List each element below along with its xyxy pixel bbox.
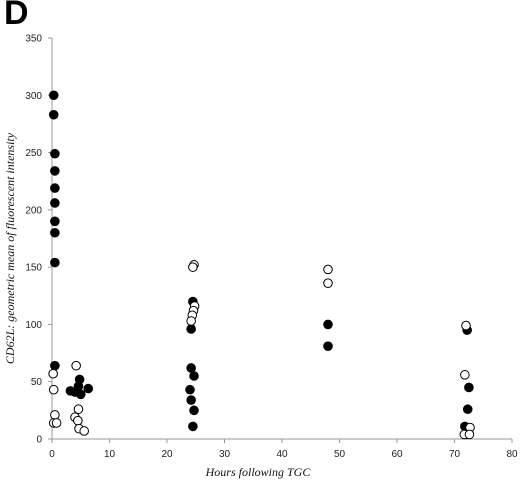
filled-data-point xyxy=(189,405,199,416)
open-data-point xyxy=(73,404,84,415)
y-tick-label: 0 xyxy=(36,435,42,446)
x-tick-label: 40 xyxy=(276,449,288,460)
filled-data-point xyxy=(48,109,59,120)
filled-data-point xyxy=(188,421,198,432)
x-axis-title: Hours following TGC xyxy=(205,465,312,479)
filled-data-point xyxy=(186,395,196,405)
filled-data-point xyxy=(464,382,474,393)
data-points xyxy=(48,90,475,440)
filled-data-point xyxy=(74,374,85,385)
filled-data-point xyxy=(50,360,60,371)
filled-data-point xyxy=(462,404,473,415)
x-tick-label: 70 xyxy=(449,449,461,460)
open-data-point xyxy=(188,262,198,272)
y-tick-label: 100 xyxy=(25,320,42,331)
ticks: 0 50 100 150 200 250 300 350 0 10 20 30 40 50 60 70 80 xyxy=(25,34,518,461)
filled-data-point xyxy=(50,198,60,208)
x-tick-label: 20 xyxy=(161,449,173,460)
y-axis-title: CD62L: geometric mean of fluorescent int… xyxy=(3,132,17,364)
open-data-point xyxy=(50,410,60,420)
y-tick-label: 350 xyxy=(25,34,42,45)
y-tick-label: 50 xyxy=(31,377,43,388)
filled-data-point xyxy=(186,324,196,334)
x-tick-label: 60 xyxy=(391,449,403,460)
y-tick-label: 200 xyxy=(25,205,42,216)
x-tick-label: 30 xyxy=(219,449,231,460)
panel-label: D xyxy=(4,0,29,32)
filled-data-point xyxy=(186,363,196,373)
x-tick-label: 80 xyxy=(506,449,518,460)
open-data-point xyxy=(79,426,89,436)
filled-data-point xyxy=(50,148,60,159)
filled-data-point xyxy=(75,389,86,400)
filled-data-point xyxy=(50,227,60,238)
x-tick-label: 10 xyxy=(104,449,116,460)
y-tick-label: 150 xyxy=(25,263,42,274)
filled-data-point xyxy=(83,383,94,394)
filled-data-point xyxy=(189,371,199,381)
open-data-point xyxy=(51,418,62,428)
open-data-point xyxy=(73,415,83,426)
filled-data-point xyxy=(48,90,59,101)
y-tick-label: 250 xyxy=(25,148,42,159)
open-data-point xyxy=(464,429,475,440)
axes xyxy=(51,38,512,440)
open-data-point xyxy=(48,384,59,395)
filled-data-point xyxy=(323,341,333,351)
filled-data-point xyxy=(185,384,195,395)
open-data-point xyxy=(460,370,470,380)
open-data-point xyxy=(323,278,333,288)
open-data-point xyxy=(48,368,58,379)
x-tick-label: 50 xyxy=(334,449,346,460)
open-data-point xyxy=(461,320,471,331)
filled-data-point xyxy=(50,166,60,176)
x-tick-label: 0 xyxy=(49,449,55,460)
open-data-point xyxy=(71,360,81,371)
filled-data-point xyxy=(50,216,60,227)
filled-data-point xyxy=(50,257,60,268)
y-tick-label: 300 xyxy=(25,91,42,102)
open-data-point xyxy=(186,316,196,326)
filled-data-point xyxy=(323,319,333,330)
open-data-point xyxy=(323,264,333,275)
filled-data-point xyxy=(50,183,60,193)
